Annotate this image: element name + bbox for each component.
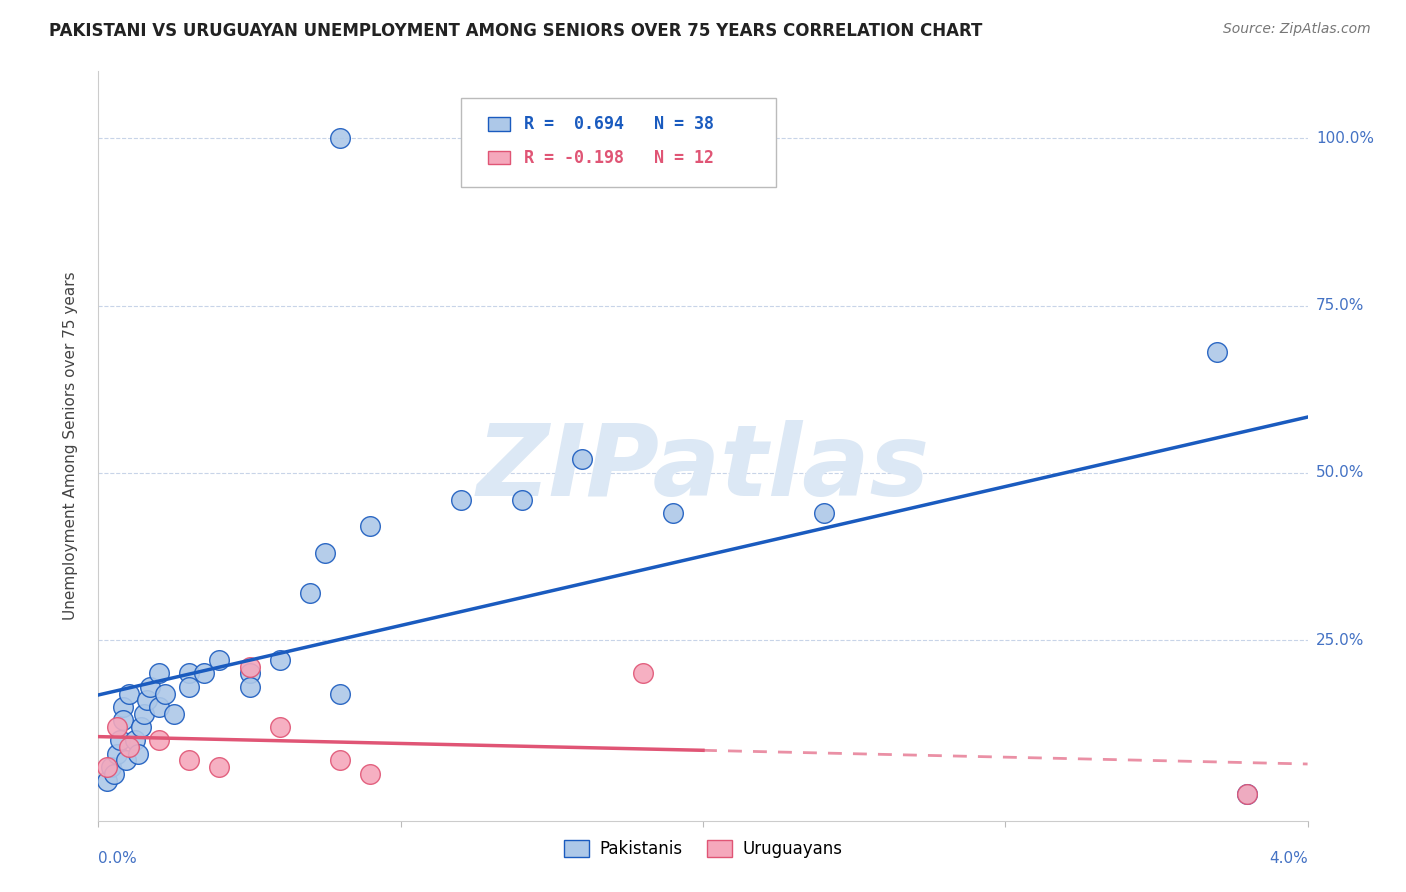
Point bbox=[132, 706, 155, 721]
Point bbox=[269, 653, 291, 667]
Point bbox=[360, 767, 382, 781]
Point bbox=[96, 773, 118, 788]
Point bbox=[813, 506, 835, 520]
Point bbox=[96, 760, 118, 774]
Point bbox=[299, 586, 322, 600]
Point bbox=[148, 733, 170, 747]
Legend: Pakistanis, Uruguayans: Pakistanis, Uruguayans bbox=[557, 833, 849, 864]
Point bbox=[1236, 787, 1258, 801]
Point bbox=[129, 720, 152, 734]
Text: PAKISTANI VS URUGUAYAN UNEMPLOYMENT AMONG SENIORS OVER 75 YEARS CORRELATION CHAR: PAKISTANI VS URUGUAYAN UNEMPLOYMENT AMON… bbox=[49, 22, 983, 40]
Point bbox=[103, 767, 125, 781]
Point bbox=[208, 760, 231, 774]
Text: ZIPatlas: ZIPatlas bbox=[477, 420, 929, 517]
FancyBboxPatch shape bbox=[461, 97, 776, 187]
Point bbox=[329, 131, 352, 145]
Point bbox=[329, 687, 352, 701]
Point bbox=[124, 733, 146, 747]
Text: Source: ZipAtlas.com: Source: ZipAtlas.com bbox=[1223, 22, 1371, 37]
Point bbox=[239, 666, 262, 681]
Text: R =  0.694   N = 38: R = 0.694 N = 38 bbox=[524, 115, 714, 133]
Point bbox=[148, 700, 170, 714]
Point bbox=[1206, 345, 1229, 359]
Point bbox=[111, 714, 134, 728]
Point bbox=[127, 747, 149, 761]
Point bbox=[118, 687, 141, 701]
Point bbox=[661, 506, 683, 520]
Point bbox=[329, 753, 352, 767]
Point bbox=[360, 519, 382, 533]
Text: R = -0.198   N = 12: R = -0.198 N = 12 bbox=[524, 149, 714, 167]
Point bbox=[571, 452, 593, 467]
Point bbox=[105, 720, 128, 734]
Point bbox=[111, 700, 134, 714]
Point bbox=[239, 680, 262, 694]
Text: 0.0%: 0.0% bbox=[98, 851, 138, 866]
Point bbox=[1236, 787, 1258, 801]
Bar bbox=[488, 151, 509, 164]
Text: 50.0%: 50.0% bbox=[1316, 466, 1364, 480]
Text: 100.0%: 100.0% bbox=[1316, 131, 1374, 145]
Text: 4.0%: 4.0% bbox=[1268, 851, 1308, 866]
Text: 25.0%: 25.0% bbox=[1316, 632, 1364, 648]
Point bbox=[100, 760, 122, 774]
Point bbox=[179, 680, 201, 694]
Point bbox=[135, 693, 157, 707]
Point bbox=[118, 740, 141, 755]
Point bbox=[139, 680, 162, 694]
Y-axis label: Unemployment Among Seniors over 75 years: Unemployment Among Seniors over 75 years bbox=[63, 272, 77, 620]
Text: 75.0%: 75.0% bbox=[1316, 298, 1364, 313]
Point bbox=[631, 666, 654, 681]
Point bbox=[148, 666, 170, 681]
Point bbox=[193, 666, 215, 681]
Point bbox=[269, 720, 291, 734]
Bar bbox=[488, 117, 509, 130]
Point bbox=[153, 687, 176, 701]
Point bbox=[208, 653, 231, 667]
Point bbox=[239, 660, 262, 674]
Point bbox=[179, 753, 201, 767]
Point bbox=[510, 492, 533, 507]
Point bbox=[450, 492, 472, 507]
Point bbox=[105, 747, 128, 761]
Point bbox=[108, 733, 131, 747]
Point bbox=[163, 706, 186, 721]
Point bbox=[114, 753, 136, 767]
Point bbox=[179, 666, 201, 681]
Point bbox=[314, 546, 336, 560]
